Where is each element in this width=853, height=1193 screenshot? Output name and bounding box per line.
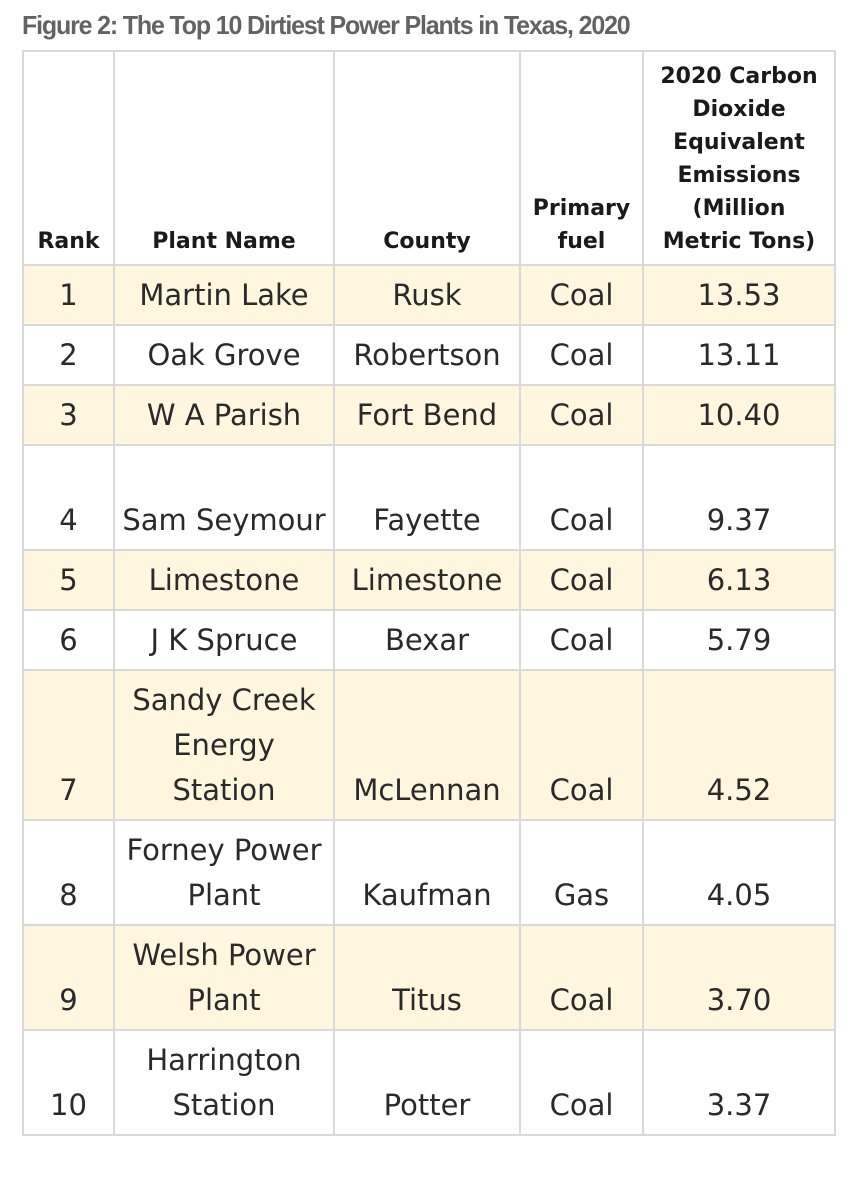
table-row: 10 Harrington Station Potter Coal 3.37 [22, 1029, 836, 1136]
county-cell: Kaufman [333, 819, 521, 926]
rank-cell: 2 [22, 324, 115, 386]
table-row: 9 Welsh Power Plant Titus Coal 3.70 [22, 924, 836, 1031]
fuel-cell: Coal [519, 549, 644, 611]
county-cell: Titus [333, 924, 521, 1031]
rank-cell: 7 [22, 669, 115, 821]
header-rank: Rank [22, 50, 115, 266]
county-cell: Fayette [333, 444, 521, 551]
plant-name-cell: Sandy Creek Energy Station [113, 669, 335, 821]
emissions-cell: 3.70 [642, 924, 836, 1031]
county-cell: Rusk [333, 264, 521, 326]
emissions-cell: 13.53 [642, 264, 836, 326]
plant-name-cell: Limestone [113, 549, 335, 611]
county-cell: McLennan [333, 669, 521, 821]
fuel-cell: Coal [519, 324, 644, 386]
plant-name-cell: Welsh Power Plant [113, 924, 335, 1031]
plant-name-cell: Harrington Station [113, 1029, 335, 1136]
header-county: County [333, 50, 521, 266]
fuel-cell: Coal [519, 384, 644, 446]
header-emissions: 2020 Carbon Dioxide Equivalent Emissions… [642, 50, 836, 266]
rank-cell: 9 [22, 924, 115, 1031]
county-cell: Fort Bend [333, 384, 521, 446]
power-plants-table: Rank Plant Name County Primary fuel 2020… [22, 50, 836, 1136]
fuel-cell: Coal [519, 609, 644, 671]
header-primary-fuel: Primary fuel [519, 50, 644, 266]
fuel-cell: Coal [519, 444, 644, 551]
table-row: 8 Forney Power Plant Kaufman Gas 4.05 [22, 819, 836, 926]
emissions-cell: 5.79 [642, 609, 836, 671]
plant-name-cell: Martin Lake [113, 264, 335, 326]
fuel-cell: Coal [519, 924, 644, 1031]
table-row: 6 J K Spruce Bexar Coal 5.79 [22, 609, 836, 671]
fuel-cell: Gas [519, 819, 644, 926]
header-plant-name: Plant Name [113, 50, 335, 266]
rank-cell: 6 [22, 609, 115, 671]
header-row: Rank Plant Name County Primary fuel 2020… [22, 50, 836, 266]
rank-cell: 4 [22, 444, 115, 551]
table-row: 7 Sandy Creek Energy Station McLennan Co… [22, 669, 836, 821]
fuel-cell: Coal [519, 669, 644, 821]
table-row: 3 W A Parish Fort Bend Coal 10.40 [22, 384, 836, 446]
emissions-cell: 10.40 [642, 384, 836, 446]
emissions-cell: 3.37 [642, 1029, 836, 1136]
emissions-cell: 4.52 [642, 669, 836, 821]
rank-cell: 10 [22, 1029, 115, 1136]
rank-cell: 5 [22, 549, 115, 611]
plant-name-cell: Oak Grove [113, 324, 335, 386]
plant-name-cell: J K Spruce [113, 609, 335, 671]
emissions-cell: 4.05 [642, 819, 836, 926]
county-cell: Limestone [333, 549, 521, 611]
fuel-cell: Coal [519, 1029, 644, 1136]
emissions-cell: 9.37 [642, 444, 836, 551]
plant-name-cell: W A Parish [113, 384, 335, 446]
county-cell: Potter [333, 1029, 521, 1136]
table-row: 2 Oak Grove Robertson Coal 13.11 [22, 324, 836, 386]
rank-cell: 1 [22, 264, 115, 326]
figure-title: Figure 2: The Top 10 Dirtiest Power Plan… [22, 10, 631, 40]
fuel-cell: Coal [519, 264, 644, 326]
table-row: 5 Limestone Limestone Coal 6.13 [22, 549, 836, 611]
rank-cell: 8 [22, 819, 115, 926]
plant-name-cell: Sam Seymour [113, 444, 335, 551]
county-cell: Robertson [333, 324, 521, 386]
table-row: 1 Martin Lake Rusk Coal 13.53 [22, 264, 836, 326]
emissions-cell: 6.13 [642, 549, 836, 611]
county-cell: Bexar [333, 609, 521, 671]
plant-name-cell: Forney Power Plant [113, 819, 335, 926]
emissions-cell: 13.11 [642, 324, 836, 386]
table-row: 4 Sam Seymour Fayette Coal 9.37 [22, 444, 836, 551]
rank-cell: 3 [22, 384, 115, 446]
